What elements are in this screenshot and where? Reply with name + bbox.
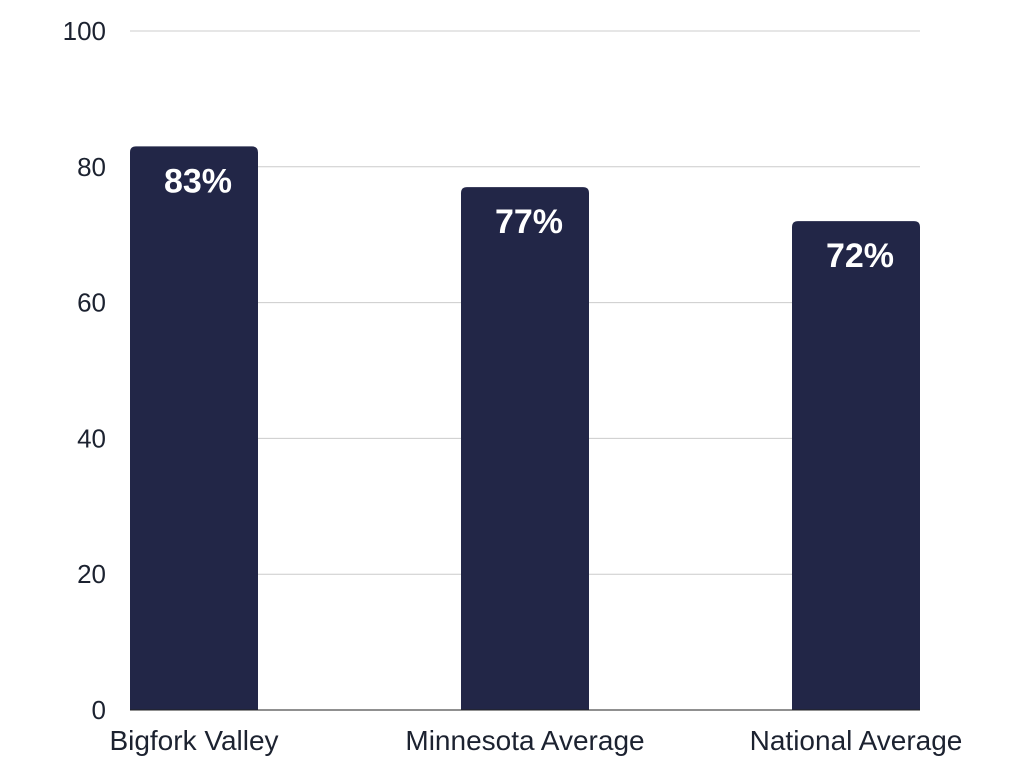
bar-bigfork-valley — [130, 146, 258, 710]
bars — [130, 146, 920, 711]
bar-minnesota-average — [461, 187, 589, 711]
y-tick-label: 80 — [77, 152, 106, 182]
y-tick-label: 0 — [92, 695, 106, 725]
data-label: 72% — [826, 237, 894, 275]
y-tick-label: 60 — [77, 288, 106, 318]
category-label: National Average — [750, 725, 963, 756]
y-tick-label: 40 — [77, 423, 106, 453]
y-tick-label: 20 — [77, 559, 106, 589]
category-label: Bigfork Valley — [109, 725, 278, 756]
data-label: 83% — [164, 162, 232, 200]
data-labels: 83% 77% 72% — [164, 162, 894, 275]
x-axis-category-labels: Bigfork Valley Minnesota Average National … — [109, 725, 962, 756]
y-tick-label: 100 — [63, 16, 106, 46]
y-axis-tick-labels: 0 20 40 60 80 100 — [63, 16, 106, 725]
bar-national-average — [792, 221, 920, 710]
category-label: Minnesota Average — [405, 725, 644, 756]
data-label: 77% — [495, 203, 563, 241]
